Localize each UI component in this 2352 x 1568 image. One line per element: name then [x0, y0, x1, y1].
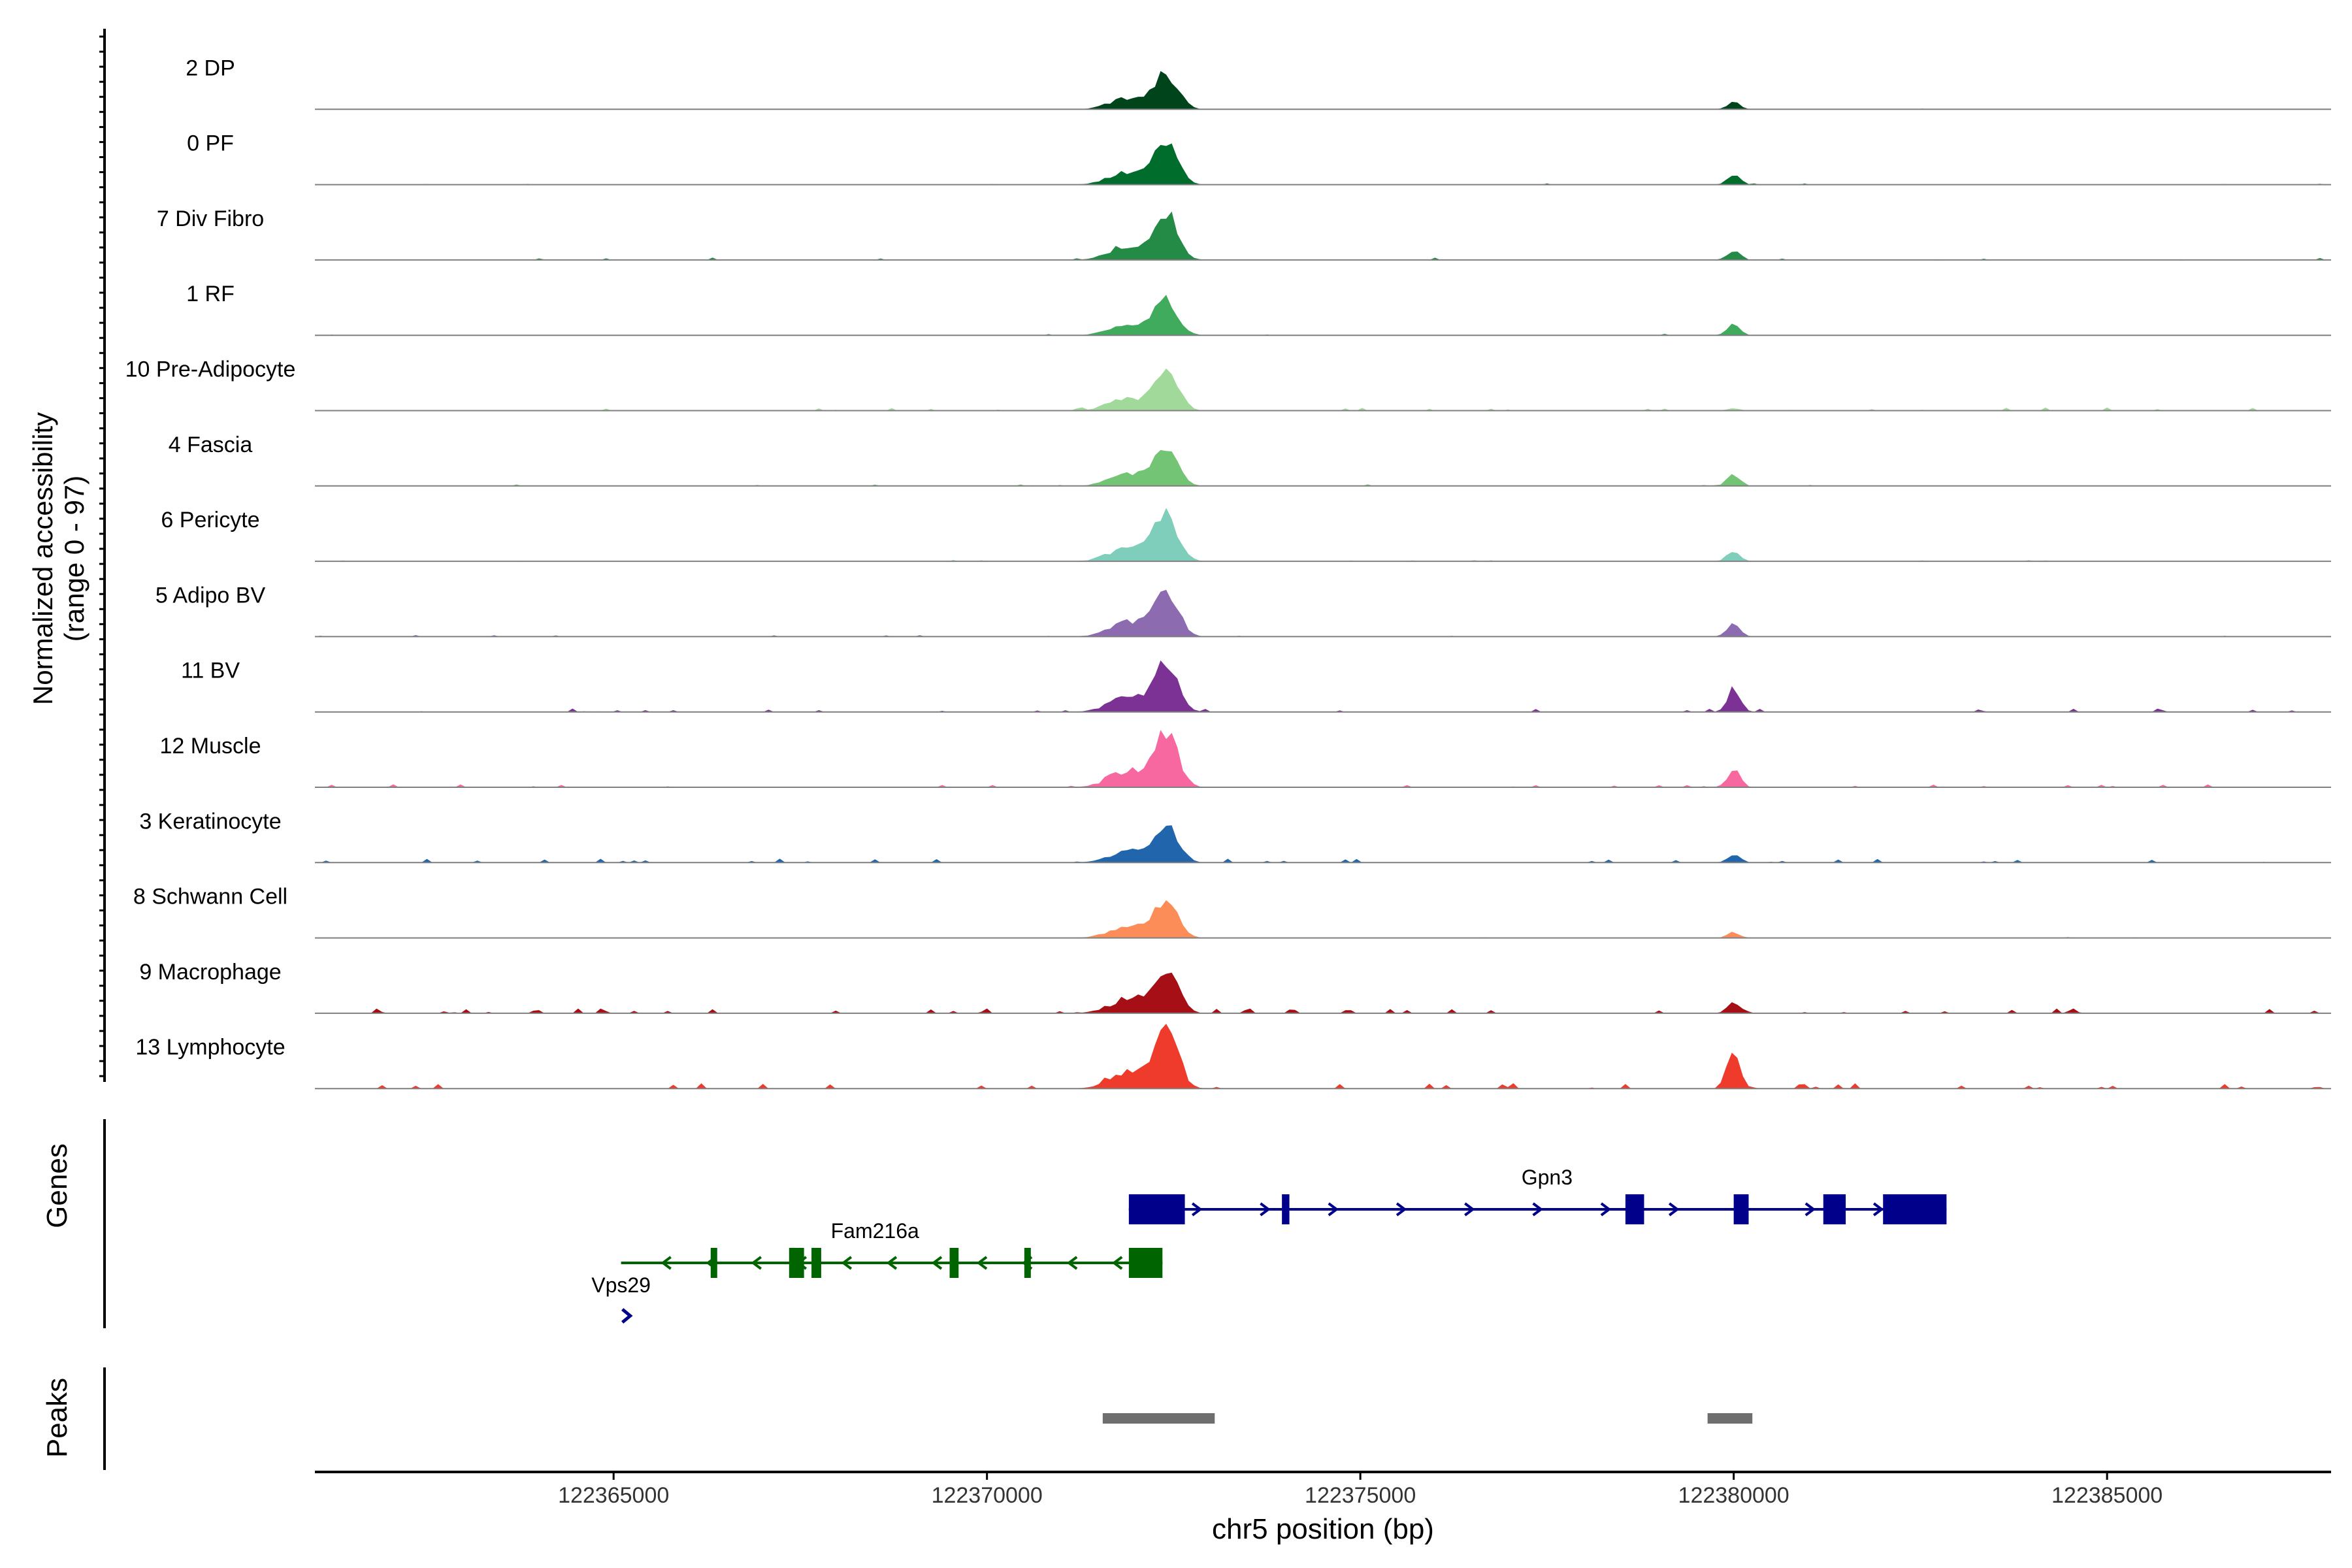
track-9: 11 BV — [181, 659, 2331, 713]
track-label: 13 Lymphocyte — [135, 1035, 285, 1060]
exon — [1733, 1194, 1749, 1224]
strand-arrow — [1464, 1202, 1475, 1217]
y-axis-range: (range 0 - 97) — [59, 476, 90, 642]
track-1: 2 DP — [186, 56, 2331, 110]
track-3: 7 Div Fibro — [157, 206, 2331, 261]
track-label: 12 Muscle — [160, 734, 261, 759]
strand-arrow — [1532, 1202, 1543, 1217]
track-8: 5 Adipo BV — [155, 583, 2331, 638]
track-14: 13 Lymphocyte — [135, 1024, 2331, 1090]
exon — [1282, 1194, 1290, 1224]
track-label: 2 DP — [186, 56, 235, 80]
strand-arrow — [1805, 1202, 1816, 1217]
track-label: 10 Pre-Adipocyte — [125, 357, 296, 382]
strand-arrow — [976, 1256, 988, 1270]
gene-fam216a: Fam216a — [621, 1219, 1163, 1278]
x-tick-label: 122365000 — [558, 1483, 669, 1508]
strand-arrow — [661, 1256, 672, 1270]
x-axis-title: chr5 position (bp) — [1212, 1513, 1434, 1545]
gene-vps29: Vps29 — [591, 1273, 651, 1324]
gene-gpn3: Gpn3 — [1128, 1166, 1947, 1224]
x-tick-label: 122370000 — [932, 1483, 1043, 1508]
strand-arrow — [1066, 1256, 1078, 1270]
track-10: 12 Muscle — [160, 730, 2331, 788]
track-label: 7 Div Fibro — [157, 206, 264, 231]
strand-arrow — [1260, 1202, 1271, 1217]
track-6: 4 Fascia — [169, 433, 2331, 487]
track-label: 4 Fascia — [169, 433, 253, 457]
strand-arrow — [621, 1308, 633, 1324]
y-axis-title: Normalized accessibility — [27, 412, 58, 705]
exon — [1128, 1248, 1163, 1278]
track-label: 3 Keratinocyte — [139, 809, 281, 834]
strand-arrow — [1872, 1202, 1884, 1217]
x-tick-label: 122385000 — [2051, 1483, 2163, 1508]
x-tick-label: 122380000 — [1678, 1483, 1789, 1508]
strand-arrow — [1328, 1202, 1339, 1217]
x-tick-label: 122375000 — [1305, 1483, 1416, 1508]
track-label: 6 Pericyte — [161, 508, 259, 532]
exon — [1883, 1194, 1947, 1224]
strand-arrow — [841, 1256, 853, 1270]
peaks-panel-label: Peaks — [41, 1378, 73, 1458]
strand-arrow — [1191, 1202, 1203, 1217]
track-label: 1 RF — [186, 282, 235, 306]
exon — [710, 1248, 717, 1278]
exon — [949, 1248, 959, 1278]
coverage-axis — [99, 29, 106, 1082]
track-label: 5 Adipo BV — [155, 583, 266, 608]
track-12: 8 Schwann Cell — [133, 885, 2331, 939]
track-4: 1 RF — [186, 282, 2331, 336]
exon — [789, 1248, 804, 1278]
peak-bar — [1707, 1413, 1753, 1424]
exon — [1024, 1248, 1031, 1278]
strand-arrow — [886, 1256, 898, 1270]
exon — [1625, 1194, 1644, 1224]
peak-bar — [1102, 1413, 1215, 1424]
strand-arrow — [1111, 1256, 1123, 1270]
exon — [811, 1248, 821, 1278]
exon — [1823, 1194, 1846, 1224]
track-label: 8 Schwann Cell — [133, 885, 287, 909]
coverage-tracks: 2 DP 0 PF 7 Div Fibro 1 RF 10 Pre-Adipocyte 4… — [125, 56, 2331, 1090]
gene-label: Vps29 — [591, 1273, 651, 1297]
x-axis-ticks: 122365000 122370000 122375000 122380000 1223… — [558, 1472, 2163, 1508]
track-5: 10 Pre-Adipocyte — [125, 357, 2331, 412]
gene-label: Gpn3 — [1522, 1166, 1573, 1189]
track-label: 0 PF — [187, 131, 234, 156]
strand-arrow — [1396, 1202, 1407, 1217]
track-label: 11 BV — [181, 659, 240, 683]
strand-arrow — [751, 1256, 762, 1270]
genes-panel-label: Genes — [41, 1143, 73, 1228]
strand-arrow — [931, 1256, 943, 1270]
track-label: 9 Macrophage — [139, 960, 281, 985]
peaks-track — [1102, 1413, 1753, 1424]
gene-label: Fam216a — [831, 1219, 919, 1243]
track-7: 6 Pericyte — [161, 508, 2331, 563]
strand-arrow — [1668, 1202, 1680, 1217]
track-13: 9 Macrophage — [139, 960, 2331, 1014]
track-11: 3 Keratinocyte — [139, 809, 2331, 864]
genes-track: Gpn3 Fam216a Vps29 — [591, 1166, 1947, 1324]
exon — [1128, 1194, 1185, 1224]
track-2: 0 PF — [187, 131, 2331, 186]
strand-arrow — [1600, 1202, 1612, 1217]
